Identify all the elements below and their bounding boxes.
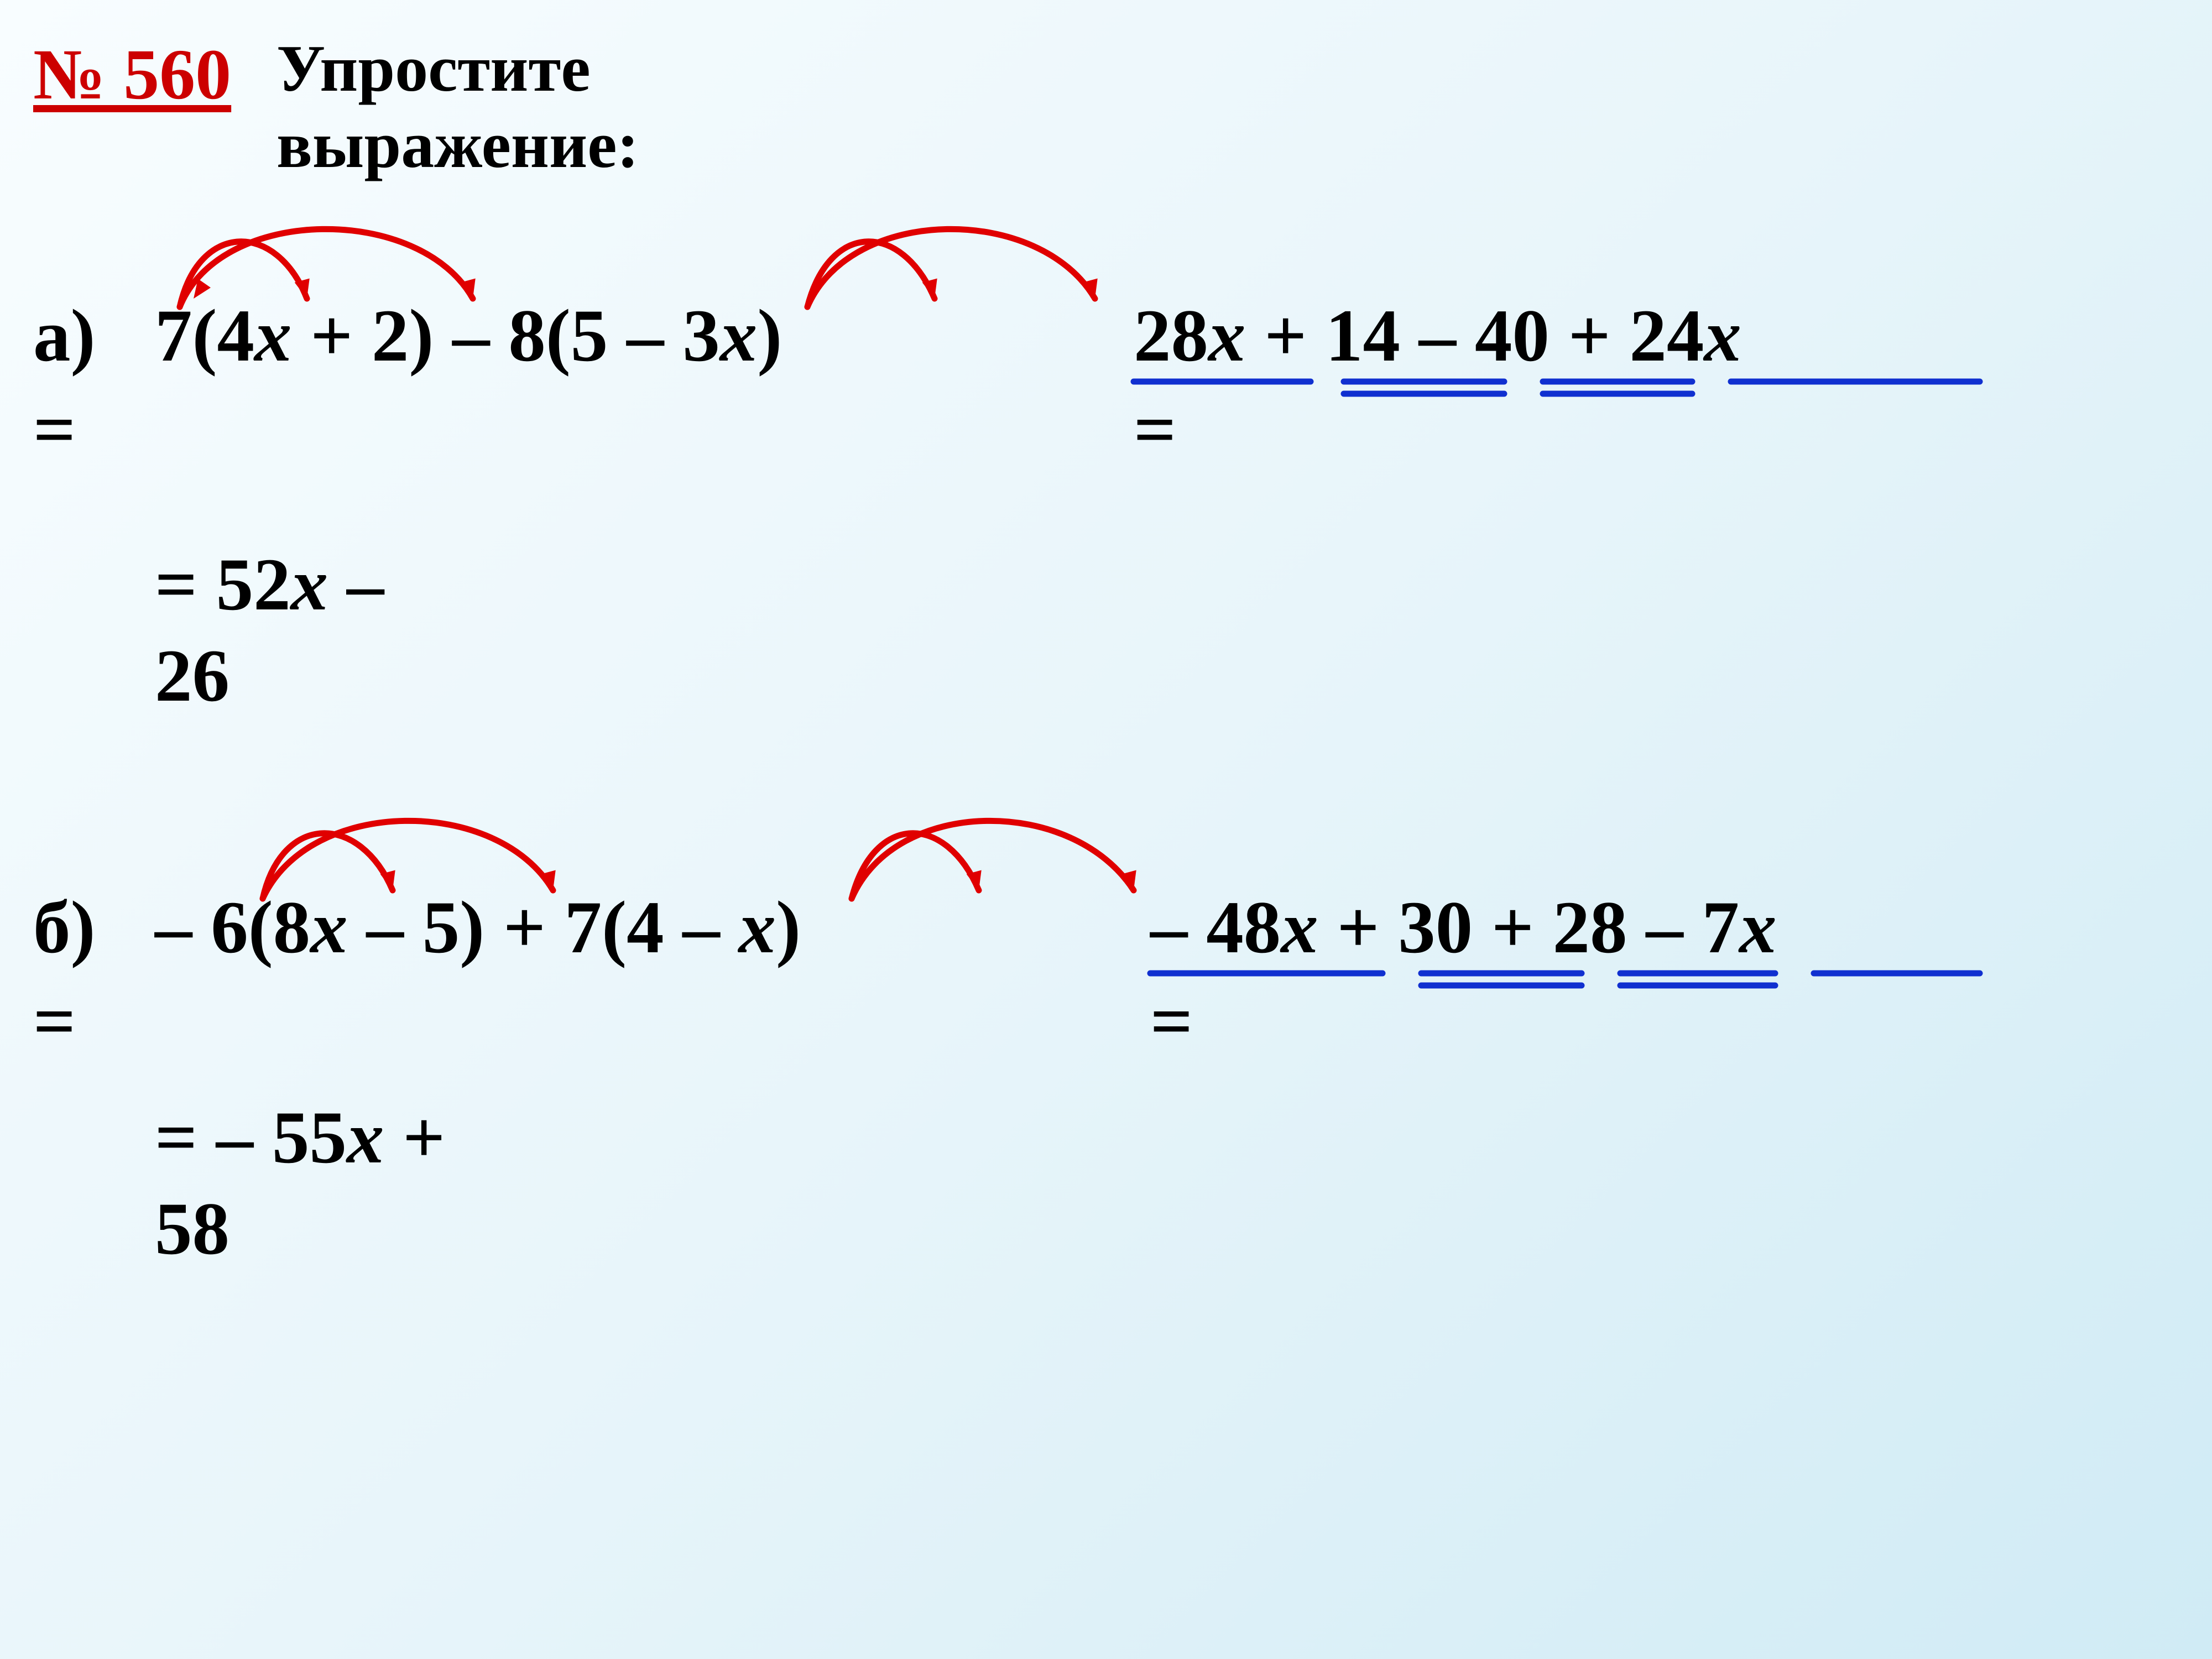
a-lhs-2: + 2) – 8(5 – 3 (291, 295, 719, 377)
part-a-rhs: 28x + 14 – 40 + 24x (1134, 293, 1741, 379)
part-a-eq-left: = (33, 387, 76, 473)
title-line2: выражение: (276, 108, 639, 181)
part-b-lhs: – 6(8x – 5) + 7(4 – x) (155, 885, 801, 971)
b-lhs-x2: x (739, 886, 776, 969)
exercise-title: Упростите выражение: (276, 30, 639, 183)
part-b-eq-left: = (33, 979, 76, 1065)
b-lhs-2: – 5) + 7(4 – (348, 886, 739, 969)
part-a-final-line2: 26 (155, 633, 229, 719)
b-fin-plus: + (384, 1097, 445, 1179)
b-lhs-x1: x (310, 886, 348, 969)
a-lhs-x2: x (720, 295, 758, 377)
b-fin-1: = – 55 (155, 1097, 347, 1179)
a-lhs-x1: x (254, 295, 292, 377)
part-a-lhs: 7(4x + 2) – 8(5 – 3x) (155, 293, 782, 379)
a-fin-x: x (291, 544, 328, 626)
b-lhs-3: ) (776, 886, 801, 969)
b-rhs-2: + 30 + 28 – 7 (1318, 886, 1739, 969)
b-rhs-x2: x (1739, 886, 1777, 969)
b-rhs-x1: x (1281, 886, 1318, 969)
title-line1: Упростите (276, 32, 591, 105)
a-fin-1: = 52 (155, 544, 291, 626)
part-a-label: а) (33, 293, 95, 379)
a-rhs-x1: x (1208, 295, 1246, 377)
a-rhs-2: + 14 – 40 + 24 (1246, 295, 1704, 377)
part-a-final: = 52x – (155, 542, 384, 628)
a-lhs-1: 7(4 (155, 295, 254, 377)
a-rhs-x2: x (1704, 295, 1741, 377)
a-fin-dash: – (328, 544, 384, 626)
b-lhs-1: – 6(8 (155, 886, 310, 969)
b-fin-x: x (347, 1097, 384, 1179)
part-b-final: = – 55x + (155, 1095, 445, 1181)
part-b-rhs: – 48x + 30 + 28 – 7x (1150, 885, 1777, 971)
part-b-underlines (1150, 968, 2201, 1012)
b-rhs-1: – 48 (1150, 886, 1281, 969)
part-b-label: б) (33, 885, 95, 971)
a-rhs-1: 28 (1134, 295, 1208, 377)
part-b-final-line2: 58 (155, 1186, 229, 1272)
part-a-underlines (1134, 376, 2184, 420)
part-a-eq-right: = (1134, 387, 1176, 473)
part-b-eq-right: = (1150, 979, 1193, 1065)
exercise-number: № 560 (33, 33, 231, 116)
a-lhs-3: ) (757, 295, 782, 377)
